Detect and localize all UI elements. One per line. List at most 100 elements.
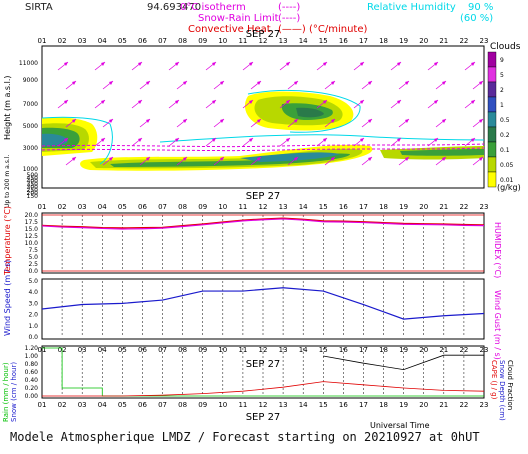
- wind-arrow-head: [220, 157, 224, 161]
- series-humidex: [41, 218, 485, 230]
- hour-label-17: 17: [359, 37, 368, 45]
- hour-label-11: 11: [238, 37, 247, 45]
- wind-arrow-head: [323, 138, 327, 142]
- rain-ylabel: Rain (mm / hour): [2, 362, 10, 422]
- hour-label-18: 18: [379, 401, 388, 409]
- wind-arrow-head: [286, 62, 290, 66]
- wind-arrow-head: [212, 100, 216, 104]
- precip-xlabel: Universal Time: [370, 421, 430, 430]
- wind-arrow-head: [368, 119, 372, 123]
- legend-swatch-4: [487, 111, 497, 128]
- hour-label-21: 21: [439, 37, 448, 45]
- hour-label-04: 04: [98, 37, 107, 45]
- wind-arrow-head: [257, 81, 261, 85]
- wind-arrow-head: [286, 138, 290, 142]
- hour-label-02: 02: [58, 203, 67, 211]
- legend-swatch-5: [487, 126, 497, 143]
- wind-arrow-head: [434, 138, 438, 142]
- legend-value-6: 0.1: [500, 147, 510, 154]
- temperature-series: [41, 214, 485, 272]
- wind-arrow-head: [72, 157, 76, 161]
- wind-arrow-head: [183, 157, 187, 161]
- ytick-4: 10.0: [25, 240, 39, 247]
- rh-label: Relative Humidity: [367, 2, 456, 13]
- hour-label-10: 10: [218, 37, 227, 45]
- legend-value-8: 0.01: [500, 177, 514, 184]
- wind-arrow-head: [109, 157, 113, 161]
- wind-arrow-head: [249, 100, 253, 104]
- clouds-legend-title: Clouds: [490, 42, 521, 52]
- hour-label-22: 22: [459, 37, 468, 45]
- hour-label-03: 03: [78, 37, 87, 45]
- wind-arrow-head: [442, 81, 446, 85]
- legend-swatch-3: [487, 96, 497, 113]
- cape-ylabel: CAPE (J / g): [490, 360, 498, 400]
- clouds-ytick-4: 3000: [23, 145, 38, 152]
- wind-arrow-head: [397, 62, 401, 66]
- legend-value-4: 0.5: [500, 117, 510, 124]
- hour-label-04: 04: [98, 401, 107, 409]
- date-label-bottom: SEP 27: [246, 412, 281, 423]
- ytick-2: 3.0: [28, 300, 38, 307]
- hour-label-06: 06: [138, 203, 147, 211]
- clouds-ytick-3: 5000: [23, 123, 38, 130]
- hour-label-15: 15: [319, 203, 328, 211]
- hour-label-10: 10: [218, 401, 227, 409]
- cloudfrac-ylabel: Cloud Fraction: [506, 360, 514, 410]
- hour-label-19: 19: [399, 203, 408, 211]
- hour-label-15: 15: [319, 37, 328, 45]
- wind-arrow-head: [138, 138, 142, 142]
- temperature-yticks: 20.017.515.012.510.07.55.02.50.0: [25, 212, 39, 275]
- series-wind-speed: [41, 287, 485, 320]
- hour-labels-temperature: 01 02 03 04 05 06 07 08 09 10 11 12 13 14 15 16 17 18 19 20…: [38, 203, 489, 211]
- hour-label-06: 06: [138, 37, 147, 45]
- clouds-legend: 9 5 2 1 0.5 0.2 0.1 0.05 0.01: [487, 51, 514, 188]
- wind-arrow-head: [405, 119, 409, 123]
- clouds-ytick-7: 450: [27, 175, 39, 182]
- hour-label-09: 09: [198, 203, 207, 211]
- clouds-ytick-11: 250: [27, 187, 39, 194]
- wind-grid: [41, 281, 485, 337]
- rh-90: 90 %: [468, 2, 493, 13]
- hour-label-07: 07: [158, 203, 167, 211]
- hour-label-02: 02: [58, 37, 67, 45]
- legend-value-5: 0.2: [500, 132, 510, 139]
- legend-value-3: 1: [500, 102, 504, 109]
- wind-arrow-head: [331, 119, 335, 123]
- hour-label-12: 12: [259, 203, 268, 211]
- wind-arrow-head: [360, 100, 364, 104]
- wind-arrow-head: [471, 138, 475, 142]
- hour-label-04: 04: [98, 203, 107, 211]
- wind-arrow-head: [138, 62, 142, 66]
- legend-swatch-2: [487, 81, 497, 98]
- hour-label-14: 14: [299, 346, 308, 354]
- hour-label-11: 11: [238, 401, 247, 409]
- ytick-1: 17.5: [25, 219, 39, 226]
- wind-arrow-head: [397, 100, 401, 104]
- footer-text: Modele Atmospherique LMDZ / Forecast sta…: [10, 430, 480, 444]
- series-rain: [42, 347, 484, 397]
- hour-label-16: 16: [339, 37, 348, 45]
- hour-label-02: 02: [58, 401, 67, 409]
- ytick-0: 20.0: [25, 212, 39, 219]
- legend-value-7: 0.05: [500, 162, 514, 169]
- ytick-1: 1.00: [25, 353, 39, 360]
- hour-label-17: 17: [359, 401, 368, 409]
- ytick-3: 12.5: [25, 233, 39, 240]
- hour-label-09: 09: [198, 401, 207, 409]
- wind-arrow-head: [220, 119, 224, 123]
- wind-arrow-head: [442, 119, 446, 123]
- wind-arrow-head: [72, 119, 76, 123]
- wind-arrow-head: [405, 81, 409, 85]
- wind-arrow-head: [323, 100, 327, 104]
- ytick-6: 0.00: [25, 393, 39, 400]
- clouds-ytick-2: 7000: [23, 101, 38, 108]
- convective-label: Convective Heat.: [188, 24, 274, 35]
- hour-label-21: 21: [439, 401, 448, 409]
- series-cape: [42, 381, 485, 397]
- hour-label-13: 13: [279, 37, 288, 45]
- wind-arrow-head: [471, 100, 475, 104]
- wind-arrow-head: [101, 100, 105, 104]
- clouds-ytick-10: 300: [27, 184, 39, 191]
